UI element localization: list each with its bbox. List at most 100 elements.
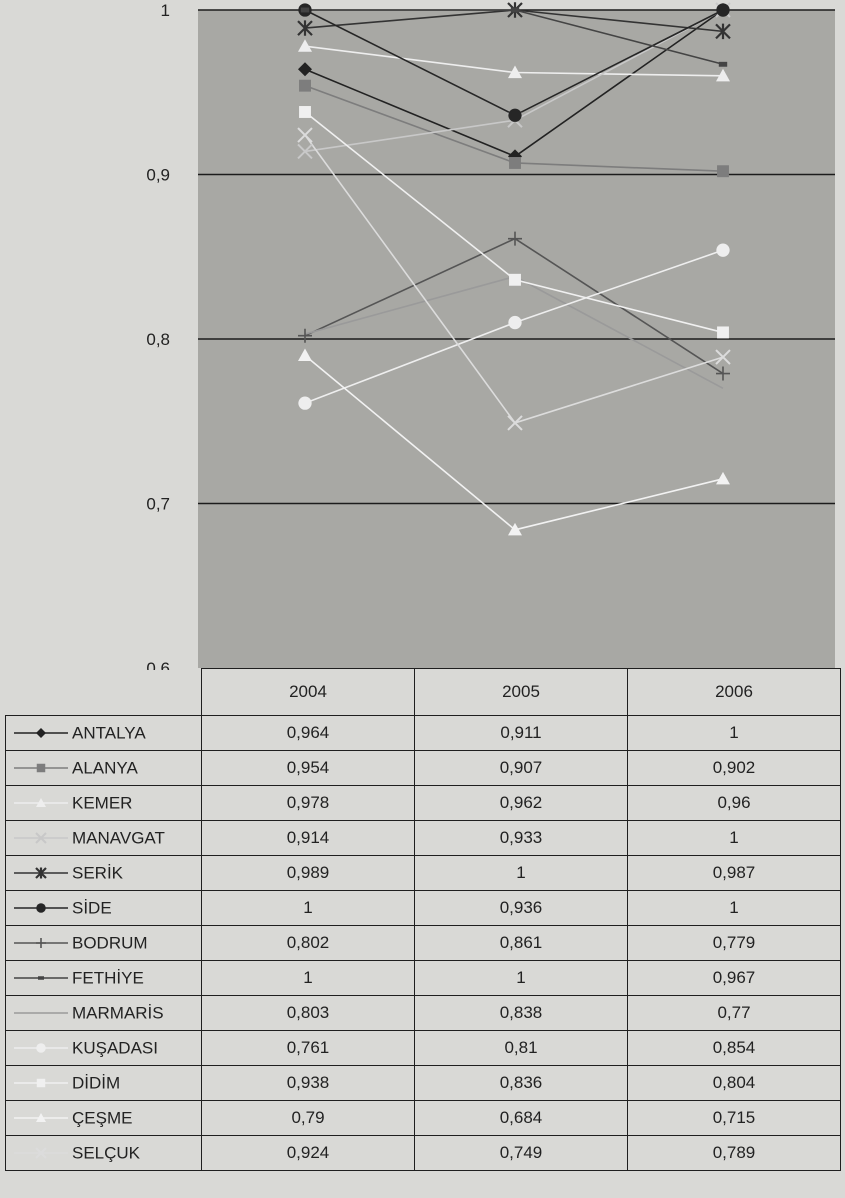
table-row: ANTALYA 0,964 0,911 1 [5,715,841,751]
data-value-cell: 0,987 [627,855,841,891]
data-point-12-2 [715,349,731,365]
data-point-9-1 [508,315,522,330]
category-header: 2006 [627,668,841,716]
data-value-cell: 1 [201,890,415,926]
data-point-10-2 [717,326,729,339]
table-row: FETHİYE 1 1 0,967 [5,960,841,996]
data-value-cell: 0,96 [627,785,841,821]
table-row: DİDİM 0,938 0,836 0,804 [5,1065,841,1101]
series-label-cell: KEMER [5,785,202,821]
dash-marker [38,976,44,980]
square-marker [509,273,521,286]
data-point-10-1 [509,273,521,286]
series-label-cell: FETHİYE [5,960,202,996]
series-label-cell: KUŞADASI [5,1030,202,1066]
series-label-cell: DİDİM [5,1065,202,1101]
series-label-cell: SERİK [5,855,202,891]
legend-key [14,903,68,913]
circle-marker [508,315,522,330]
series-name: BODRUM [72,933,148,953]
triangle-marker [508,65,522,79]
data-value-cell: 1 [414,855,628,891]
series-name: ÇEŞME [72,1108,133,1128]
legend-key [14,764,68,773]
series-name: SELÇUK [72,1143,141,1163]
data-value-cell: 0,749 [414,1135,628,1171]
data-value-cell: 0,907 [414,750,628,786]
category-header: 2004 [201,668,415,716]
data-point-1-0 [299,79,311,92]
table-row: ÇEŞME 0,79 0,684 0,715 [5,1100,841,1136]
data-value-cell: 0,81 [414,1030,628,1066]
table-row: MARMARİS 0,803 0,838 0,77 [5,995,841,1031]
data-point-1-1 [509,157,521,169]
x-marker [297,143,313,160]
data-value-cell: 0,964 [201,715,415,751]
y-tick-label: 0,8 [146,330,170,349]
data-point-11-2 [716,471,730,485]
square-marker [36,1079,46,1088]
dash-marker [300,7,310,13]
data-value-cell: 0,914 [201,820,415,856]
x-marker [297,127,313,143]
table-row: MANAVGAT 0,914 0,933 1 [5,820,841,856]
series-name: MARMARİS [72,1003,164,1023]
dash-marker [510,7,520,13]
data-point-12-0 [297,127,313,143]
series-name: KEMER [72,793,133,813]
legend-key [14,1113,68,1123]
series-label-cell: ANTALYA [5,715,202,751]
circle-marker [298,396,312,410]
data-value-cell: 0,854 [627,1030,841,1066]
series-name: SERİK [72,863,124,883]
data-value-cell: 0,79 [201,1100,415,1136]
x-marker [35,1147,47,1159]
data-value-cell: 1 [627,820,841,856]
legend-key [14,1147,68,1159]
data-point-4-0 [297,20,313,36]
data-point-6-0 [298,328,312,343]
data-point-7-1 [510,7,520,13]
star-marker [35,867,47,880]
series-name: DİDİM [72,1073,121,1093]
data-value-cell: 0,802 [201,925,415,961]
data-value-cell: 0,911 [414,715,628,751]
series-name: ANTALYA [72,723,146,743]
data-point-0-0 [298,62,312,77]
y-tick-label: 0,9 [146,166,170,185]
triangle-marker [36,1113,46,1123]
data-value-cell: 0,938 [201,1065,415,1101]
triangle-marker [716,68,730,82]
data-value-cell: 0,836 [414,1065,628,1101]
triangle-marker [36,798,46,808]
data-value-cell: 0,924 [201,1135,415,1171]
data-point-2-0 [298,39,312,52]
table-header-row: 2004 2005 2006 [5,668,841,716]
data-value-cell: 0,967 [627,960,841,996]
star-marker [297,20,313,36]
x-marker [35,832,47,844]
data-value-cell: 0,933 [414,820,628,856]
table-row: KEMER 0,978 0,962 0,96 [5,785,841,821]
series-label-cell: ALANYA [5,750,202,786]
series-label-cell: MANAVGAT [5,820,202,856]
data-value-cell: 0,962 [414,785,628,821]
table-row: KUŞADASI 0,761 0,81 0,854 [5,1030,841,1066]
legend-key [14,832,68,844]
y-tick-label: 0,7 [146,495,170,514]
plus-marker [36,938,46,949]
data-value-cell: 0,902 [627,750,841,786]
series-label-cell: BODRUM [5,925,202,961]
circle-marker [716,3,730,17]
data-value-cell: 1 [627,890,841,926]
category-header: 2005 [414,668,628,716]
square-marker [299,79,311,92]
series-name: MANAVGAT [72,828,165,848]
data-point-6-1 [508,231,522,246]
data-value-cell: 0,936 [414,890,628,926]
legend-key [14,867,68,880]
square-marker [717,326,729,339]
data-value-cell: 0,789 [627,1135,841,1171]
table-row: SERİK 0,989 1 0,987 [5,855,841,891]
